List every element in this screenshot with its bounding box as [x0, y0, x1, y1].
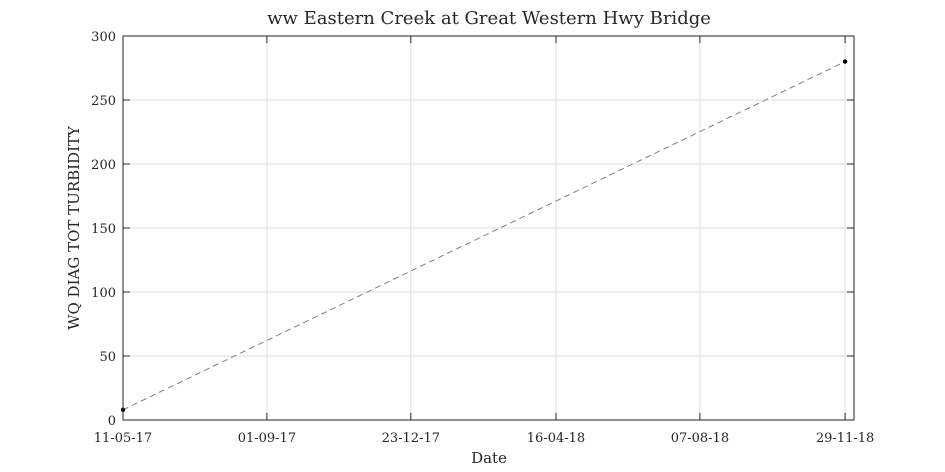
x-tick-label: 01-09-17 — [238, 431, 296, 446]
y-axis-label: WQ DIAG TOT TURBIDITY — [65, 125, 83, 330]
series-layer — [120, 59, 848, 412]
y-tick-label: 0 — [108, 414, 116, 429]
chart-title: ww Eastern Creek at Great Western Hwy Br… — [267, 8, 711, 29]
x-tick-label: 07-08-18 — [671, 431, 729, 446]
y-tick-label: 200 — [91, 158, 116, 173]
x-tick-label: 29-11-18 — [816, 431, 874, 446]
data-point — [842, 59, 848, 64]
x-tick-label: 16-04-18 — [527, 431, 585, 446]
x-tick-label: 11-05-17 — [94, 431, 152, 446]
y-tick-label: 150 — [91, 222, 116, 237]
x-axis-label: Date — [471, 449, 507, 467]
ticks: 11-05-17 01-09-17 23-12-17 16-04-18 07-08-18… — [91, 30, 874, 446]
y-tick-label: 300 — [91, 30, 116, 45]
y-tick-label: 250 — [91, 94, 116, 109]
series-line — [122, 61, 846, 411]
y-tick-label: 50 — [99, 350, 116, 365]
y-tick-label: 100 — [91, 286, 116, 301]
x-tick-label: 23-12-17 — [382, 431, 440, 446]
